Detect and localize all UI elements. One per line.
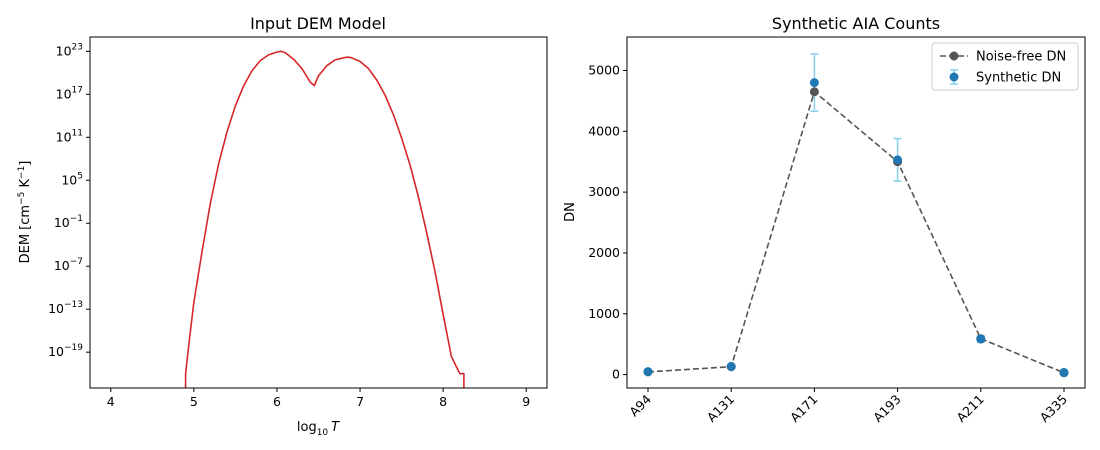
synthetic-marker [893, 155, 903, 165]
synthetic-marker [1059, 367, 1069, 377]
synthetic-marker [809, 78, 819, 88]
aia-y-tick-label: 1000 [588, 306, 620, 321]
dem-y-tick-exponent: 23 [72, 42, 83, 52]
x-label-base: log [297, 420, 317, 435]
dem-y-tick-exponent: −7 [70, 257, 83, 267]
dem-y-tick-base: 10 [56, 86, 72, 101]
y-label-part-0: DEM [cm [18, 205, 33, 263]
aia-plot-frame [626, 36, 1086, 389]
aia-y-tick-label: 4000 [588, 123, 620, 138]
dem-y-tick-label: 1023 [56, 42, 83, 58]
dem-y-tick-label: 1017 [56, 85, 83, 101]
synthetic-marker [643, 367, 653, 377]
dem-x-tick-label: 6 [273, 394, 281, 409]
aia-panel-title: Synthetic AIA Counts [772, 14, 940, 33]
aia-y-tick-label: 0 [612, 367, 620, 382]
dem-y-tick-label: 10−13 [48, 300, 83, 316]
dem-panel-title: Input DEM Model [250, 14, 386, 33]
x-label-var: T [331, 420, 340, 435]
aia-y-axis-label: DN [563, 202, 578, 222]
legend-box [931, 42, 1079, 91]
aia-y-tick-label: 3000 [588, 184, 620, 199]
dem-y-tick-base: 10 [48, 301, 64, 316]
dem-y-tick-exponent: −13 [64, 300, 83, 310]
legend-noise-free-marker [949, 51, 959, 61]
dem-y-tick-exponent: −1 [70, 214, 83, 224]
dem-y-tick-label: 10−7 [54, 257, 83, 273]
legend-synthetic-marker [949, 72, 959, 82]
aia-legend: Noise-free DN Synthetic DN [931, 42, 1079, 91]
y-label-part-1: −5 [17, 192, 27, 205]
dem-y-tick-exponent: 11 [72, 128, 83, 138]
dem-y-axis-label: DEM [cm−5 K−1] [17, 161, 33, 264]
dem-y-tick-base: 10 [48, 344, 64, 359]
y-label-part-3: −1 [17, 166, 27, 179]
dem-curve [184, 50, 465, 388]
dem-y-tick-exponent: −19 [64, 343, 83, 353]
dem-y-tick-base: 10 [54, 258, 70, 273]
aia-y-tick-label: 5000 [588, 62, 620, 77]
aia-y-tick-label: 2000 [588, 245, 620, 260]
dem-y-tick-exponent: 17 [72, 85, 83, 95]
dem-y-tick-label: 10−19 [48, 343, 83, 359]
synthetic-marker [726, 361, 736, 371]
dem-x-tick-label: 4 [107, 394, 115, 409]
dem-y-tick-base: 10 [56, 43, 72, 58]
legend-synthetic-label: Synthetic DN [976, 71, 1061, 86]
dem-y-tick-exponent: 5 [77, 171, 83, 181]
dem-plot-frame [89, 36, 548, 389]
dem-y-tick-base: 10 [54, 215, 70, 230]
y-label-part-4: ] [18, 161, 33, 166]
dem-y-tick-label: 10−1 [54, 214, 83, 230]
dem-y-tick-label: 1011 [56, 128, 83, 144]
dem-x-tick-label: 8 [439, 394, 447, 409]
dem-y-tick-base: 10 [56, 129, 72, 144]
dem-x-tick-label: 9 [522, 394, 530, 409]
dem-x-axis-label: log10 T [297, 420, 340, 438]
synthetic-marker [976, 334, 986, 344]
dem-x-tick-label: 7 [356, 394, 364, 409]
noise-free-line [647, 90, 1065, 374]
x-label-sub: 10 [317, 428, 329, 438]
y-label-part-2: K [18, 179, 33, 192]
dem-y-tick-label: 105 [61, 171, 83, 187]
dem-y-tick-base: 10 [61, 172, 77, 187]
legend-noise-free-label: Noise-free DN [976, 50, 1066, 65]
noise-free-marker [809, 87, 819, 97]
dem-x-tick-label: 5 [190, 394, 198, 409]
